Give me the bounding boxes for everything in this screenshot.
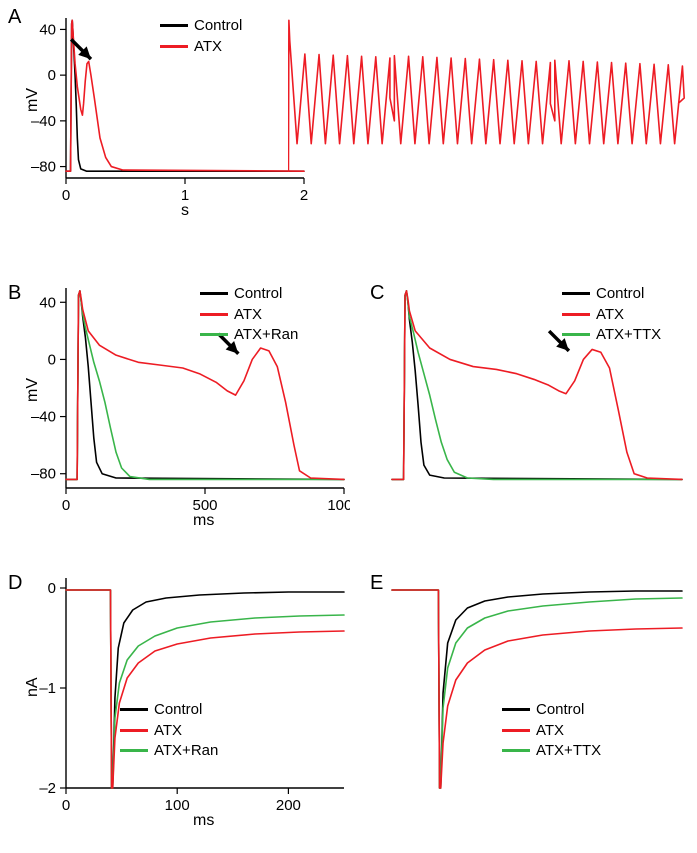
legend-label: Control [536, 700, 584, 720]
legend-label: ATX [596, 305, 624, 325]
legend-item: ATX+TTX [502, 741, 601, 761]
legend-swatch [200, 333, 228, 336]
legend-item: ATX+Ran [200, 325, 298, 345]
panelA-ylabel: mV [24, 88, 42, 112]
svg-text:40: 40 [39, 21, 56, 38]
legend-swatch [120, 708, 148, 711]
panelD-xlabel: ms [193, 812, 214, 830]
legend-swatch [502, 708, 530, 711]
panel-label-B: B [8, 282, 21, 305]
panel-label-A: A [8, 6, 21, 29]
svg-text:0: 0 [48, 67, 56, 84]
svg-text:0: 0 [62, 187, 70, 204]
legend-item: ATX [502, 721, 601, 741]
legend-swatch [502, 749, 530, 752]
svg-text:40: 40 [39, 294, 56, 311]
svg-text:200: 200 [276, 797, 301, 814]
svg-text:–40: –40 [31, 409, 56, 426]
panelD-legend: ControlATXATX+Ran [120, 700, 218, 762]
svg-text:–80: –80 [31, 466, 56, 483]
panel-label-D: D [8, 572, 22, 595]
legend-label: Control [234, 284, 282, 304]
svg-text:0: 0 [62, 497, 70, 514]
svg-text:1000: 1000 [327, 497, 350, 514]
legend-item: Control [120, 700, 218, 720]
svg-text:100: 100 [165, 797, 190, 814]
legend-swatch [562, 333, 590, 336]
svg-text:–80: –80 [31, 159, 56, 176]
legend-item: ATX [120, 721, 218, 741]
svg-text:–40: –40 [31, 113, 56, 130]
legend-swatch [160, 45, 188, 48]
legend-swatch [160, 24, 188, 27]
legend-item: Control [160, 16, 242, 36]
legend-swatch [120, 729, 148, 732]
legend-item: ATX [160, 37, 242, 57]
legend-label: ATX+Ran [154, 741, 218, 761]
panel-label-E: E [370, 572, 383, 595]
panelA-xlabel: s [181, 202, 189, 220]
legend-label: ATX [234, 305, 262, 325]
legend-swatch [120, 749, 148, 752]
legend-swatch [502, 729, 530, 732]
legend-swatch [200, 292, 228, 295]
legend-label: ATX+TTX [536, 741, 601, 761]
panel-B: 05001000–80–40040 [10, 280, 350, 530]
panelA-legend: ControlATX [160, 16, 242, 57]
panelB-legend: ControlATXATX+Ran [200, 284, 298, 346]
svg-text:–2: –2 [39, 780, 56, 797]
legend-label: ATX [154, 721, 182, 741]
legend-label: ATX+TTX [596, 325, 661, 345]
legend-item: Control [502, 700, 601, 720]
legend-item: ATX+Ran [120, 741, 218, 761]
legend-item: ATX+TTX [562, 325, 661, 345]
legend-label: Control [596, 284, 644, 304]
legend-label: Control [194, 16, 242, 36]
legend-item: Control [200, 284, 298, 304]
panelB-ylabel: mV [24, 378, 42, 402]
panelB-xlabel: ms [193, 512, 214, 530]
panel-label-C: C [370, 282, 384, 305]
panelE-legend: ControlATXATX+TTX [502, 700, 601, 762]
legend-label: ATX [194, 37, 222, 57]
legend-swatch [562, 313, 590, 316]
panelC-legend: ControlATXATX+TTX [562, 284, 661, 346]
panelD-ylabel: nA [24, 677, 42, 697]
legend-item: ATX [200, 305, 298, 325]
figure-root: 012–80–40040AmVsControlATX05001000–80–40… [0, 0, 697, 853]
svg-text:0: 0 [48, 351, 56, 368]
legend-item: ATX [562, 305, 661, 325]
legend-swatch [562, 292, 590, 295]
legend-label: ATX [536, 721, 564, 741]
svg-text:0: 0 [62, 797, 70, 814]
legend-swatch [200, 313, 228, 316]
panelA-inset [288, 10, 688, 220]
svg-text:0: 0 [48, 580, 56, 597]
legend-label: Control [154, 700, 202, 720]
legend-item: Control [562, 284, 661, 304]
legend-label: ATX+Ran [234, 325, 298, 345]
